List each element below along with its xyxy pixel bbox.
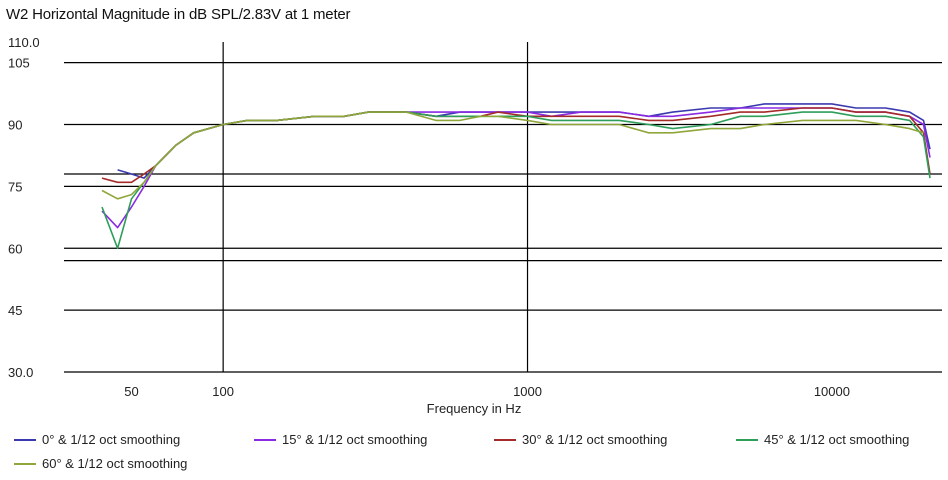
x-tick-label: 100 (212, 384, 234, 399)
x-tick-label: 50 (124, 384, 138, 399)
series-line-2 (101, 107, 931, 229)
series-line-4 (101, 111, 931, 250)
legend-swatch (736, 438, 758, 441)
legend-item: 60° & 1/12 oct smoothing (14, 456, 187, 471)
legend-item: 15° & 1/12 oct smoothing (254, 432, 427, 447)
legend-label: 15° & 1/12 oct smoothing (282, 432, 428, 447)
x-tick-label: 10000 (814, 384, 850, 399)
legend-swatch (494, 438, 516, 441)
y-tick-label: 105 (8, 56, 30, 71)
y-tick-label: 30.0 (8, 365, 33, 380)
series-layer (101, 103, 931, 250)
series-line-5 (101, 111, 924, 200)
legend-swatch (14, 462, 36, 465)
y-tick-label: 75 (8, 179, 22, 194)
y-tick-labels: 30.0 45 60 75 90 105 110.0 (8, 35, 40, 380)
legend-item: 30° & 1/12 oct smoothing (494, 432, 667, 447)
y-tick-label: 110.0 (8, 35, 40, 50)
chart-title: W2 Horizontal Magnitude in dB SPL/2.83V … (6, 6, 351, 23)
x-axis-label: Frequency in Hz (426, 401, 522, 416)
legend-swatch (254, 438, 276, 441)
legend-label: 60° & 1/12 oct smoothing (42, 456, 188, 471)
x-tick-labels: 50 100 1000 10000 (124, 384, 850, 399)
legend-label: 0° & 1/12 oct smoothing (42, 432, 181, 447)
legend-swatch (14, 438, 36, 441)
y-tick-label: 90 (8, 118, 22, 133)
legend-item: 0° & 1/12 oct smoothing (14, 432, 180, 447)
y-tick-label: 45 (8, 303, 22, 318)
legend-label: 45° & 1/12 oct smoothing (764, 432, 910, 447)
legend-item: 45° & 1/12 oct smoothing (736, 432, 909, 447)
x-tick-label: 1000 (513, 384, 542, 399)
y-tick-label: 60 (8, 241, 22, 256)
grid-layer (64, 42, 942, 373)
legend-label: 30° & 1/12 oct smoothing (522, 432, 668, 447)
